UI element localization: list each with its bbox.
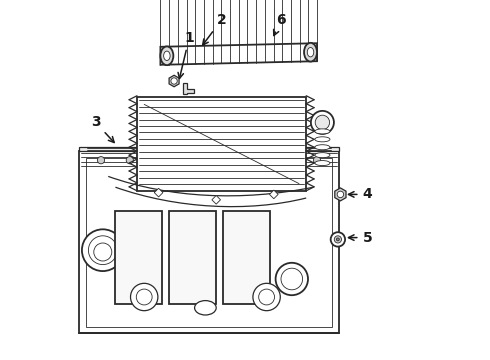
- Circle shape: [285, 157, 292, 164]
- Circle shape: [259, 289, 274, 305]
- Ellipse shape: [315, 161, 330, 166]
- Text: 1: 1: [178, 31, 194, 78]
- Polygon shape: [270, 190, 278, 199]
- Circle shape: [337, 238, 339, 241]
- Polygon shape: [212, 195, 220, 204]
- Ellipse shape: [315, 145, 330, 150]
- Circle shape: [314, 157, 320, 164]
- Ellipse shape: [315, 137, 330, 142]
- Text: 4: 4: [348, 188, 372, 201]
- Circle shape: [334, 236, 342, 243]
- Circle shape: [88, 236, 117, 265]
- Text: 6: 6: [273, 13, 286, 36]
- Ellipse shape: [160, 46, 173, 65]
- Circle shape: [315, 115, 330, 130]
- Circle shape: [252, 157, 259, 164]
- Bar: [223, 211, 270, 304]
- Ellipse shape: [304, 43, 317, 62]
- Polygon shape: [335, 188, 346, 201]
- Polygon shape: [160, 43, 317, 65]
- Ellipse shape: [307, 48, 314, 57]
- Bar: [79, 151, 339, 333]
- Circle shape: [253, 283, 280, 311]
- Ellipse shape: [164, 51, 170, 60]
- Circle shape: [126, 157, 133, 164]
- Circle shape: [98, 157, 104, 164]
- Text: 3: 3: [91, 116, 114, 143]
- Bar: [86, 158, 332, 327]
- Polygon shape: [169, 75, 179, 87]
- Circle shape: [311, 111, 334, 134]
- Ellipse shape: [315, 129, 330, 134]
- Circle shape: [187, 157, 195, 164]
- Circle shape: [331, 232, 345, 247]
- Circle shape: [281, 268, 303, 290]
- Circle shape: [136, 289, 152, 305]
- Circle shape: [82, 229, 123, 271]
- Text: 2: 2: [203, 13, 226, 45]
- Bar: [137, 97, 306, 191]
- Circle shape: [94, 243, 112, 261]
- Polygon shape: [79, 147, 339, 151]
- Polygon shape: [183, 83, 194, 94]
- Circle shape: [275, 263, 308, 295]
- Ellipse shape: [195, 301, 216, 315]
- Circle shape: [130, 283, 158, 311]
- Bar: [116, 211, 162, 304]
- Circle shape: [171, 78, 177, 84]
- Ellipse shape: [315, 153, 330, 158]
- Circle shape: [337, 191, 343, 198]
- Polygon shape: [154, 188, 163, 197]
- Bar: [170, 211, 216, 304]
- Circle shape: [220, 157, 227, 164]
- Text: 5: 5: [348, 231, 372, 244]
- Circle shape: [155, 157, 162, 164]
